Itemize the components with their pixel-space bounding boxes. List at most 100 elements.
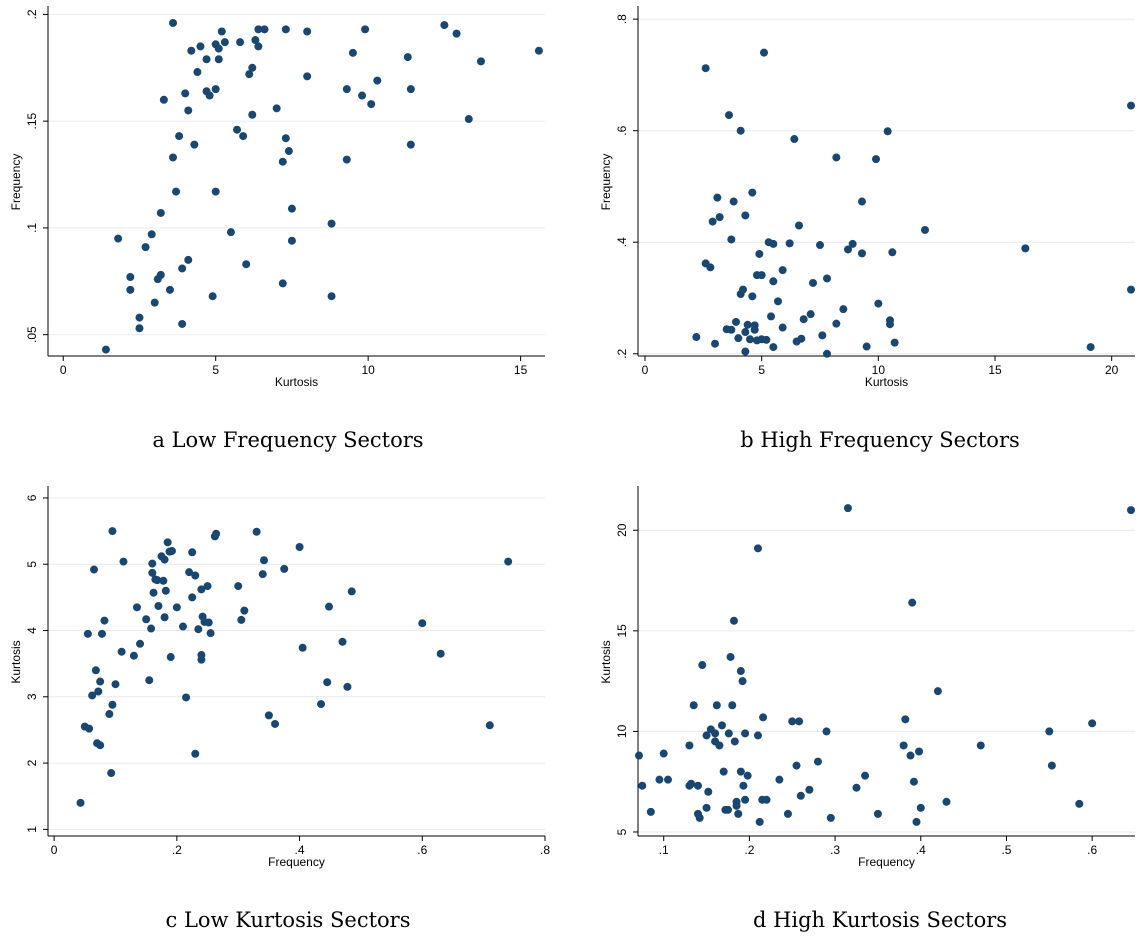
data-point (197, 585, 206, 594)
data-point (874, 299, 883, 308)
y-tick-label: .8 (615, 14, 629, 24)
data-point (730, 737, 739, 746)
data-point (141, 243, 150, 252)
data-point (156, 270, 165, 279)
y-tick-label: 4 (25, 627, 39, 634)
y-tick-label: 10 (615, 724, 629, 738)
data-point (741, 795, 750, 804)
data-point (906, 751, 915, 760)
data-point (729, 197, 738, 206)
data-point (203, 582, 212, 591)
data-point (295, 542, 304, 551)
data-point (373, 76, 382, 85)
data-point (862, 342, 871, 351)
scatter-panel-d: .1 .2 .3 .4 .5 .6 5 10 15 20 Frequency Kurtosis (599, 486, 1135, 869)
data-point (135, 324, 144, 333)
data-point (182, 693, 191, 702)
data-point (254, 42, 263, 51)
data-point (1127, 506, 1135, 515)
data-point (912, 817, 921, 826)
data-point (769, 343, 778, 352)
data-point (117, 647, 126, 656)
data-point (534, 46, 543, 55)
data-point (809, 278, 817, 287)
data-point (169, 153, 178, 162)
data-point (823, 349, 831, 358)
x-tick-label: 5 (212, 363, 219, 377)
data-point (822, 727, 831, 736)
data-point (861, 771, 870, 780)
data-point (272, 104, 281, 113)
data-point (844, 245, 852, 254)
data-point (169, 18, 178, 27)
data-point (806, 310, 815, 319)
data-point (161, 586, 170, 595)
data-point (342, 155, 351, 164)
caption-b: b High Frequency Sectors (740, 428, 1020, 452)
data-point (753, 544, 762, 553)
data-point (178, 622, 187, 631)
data-point (795, 717, 804, 726)
data-point (767, 312, 775, 321)
data-point (464, 115, 473, 124)
data-point (452, 29, 461, 38)
data-point (281, 25, 290, 34)
data-point (725, 111, 733, 120)
data-point (136, 639, 145, 648)
x-tick-label: .6 (1087, 843, 1097, 857)
data-point (1127, 285, 1135, 294)
data-point (805, 785, 814, 794)
data-point (746, 335, 754, 344)
caption-d: d High Kurtosis Sectors (752, 908, 1008, 932)
data-point (755, 817, 764, 826)
data-point (202, 55, 211, 64)
data-point (888, 248, 897, 257)
data-point (323, 678, 332, 687)
data-point (762, 795, 771, 804)
data-point (818, 331, 827, 340)
data-point (769, 239, 778, 248)
data-point (248, 110, 257, 119)
data-point (839, 305, 848, 314)
data-point (281, 134, 290, 143)
data-point (440, 21, 449, 30)
data-point (693, 781, 702, 790)
data-point (184, 255, 193, 264)
data-point (156, 208, 165, 217)
data-point (212, 529, 221, 538)
data-point (287, 204, 296, 213)
y-tick-label: .2 (25, 9, 39, 19)
y-tick-label: 15 (615, 624, 629, 638)
data-point (755, 249, 764, 258)
y-tick-label: 2 (25, 759, 39, 766)
data-point (702, 803, 711, 812)
data-point (504, 557, 513, 566)
scatter-panel-a: 0 5 10 15 .05 .1 .15 .2 Kurtosis Frequency (9, 6, 545, 389)
data-point (858, 249, 866, 258)
x-tick-label: 10 (872, 363, 886, 377)
data-point (149, 588, 158, 597)
data-point (327, 292, 336, 301)
data-point (226, 228, 235, 237)
data-point (193, 68, 202, 77)
data-point (724, 729, 733, 738)
x-tick-label: .8 (540, 843, 550, 857)
data-point (239, 132, 248, 141)
data-point (159, 95, 168, 104)
data-point (659, 749, 668, 758)
data-point (1075, 799, 1084, 808)
data-point (663, 775, 672, 784)
data-point (635, 751, 643, 760)
data-point (165, 285, 174, 294)
x-axis-title: Frequency (268, 855, 325, 869)
data-point (101, 345, 110, 354)
data-point (220, 38, 229, 47)
data-point (715, 213, 724, 222)
data-point (126, 273, 135, 282)
data-point (942, 797, 951, 806)
data-point (108, 527, 117, 536)
data-point (715, 741, 724, 750)
data-point (96, 741, 105, 750)
data-point (713, 193, 722, 202)
data-point (358, 91, 367, 100)
